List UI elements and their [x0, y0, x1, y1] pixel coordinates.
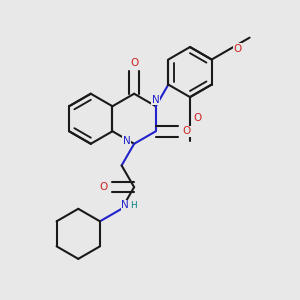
Text: H: H [130, 201, 137, 210]
Text: N: N [152, 95, 160, 105]
Text: O: O [183, 126, 191, 136]
Text: O: O [100, 182, 108, 192]
Text: O: O [233, 44, 241, 54]
Text: N: N [123, 136, 130, 146]
Text: N: N [121, 200, 129, 210]
Text: O: O [193, 113, 201, 123]
Text: O: O [130, 58, 138, 68]
